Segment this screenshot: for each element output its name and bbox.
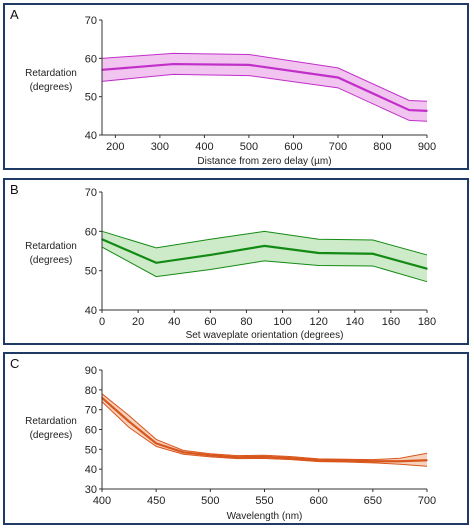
panel-label: A: [10, 7, 19, 22]
x-tick-label: 500: [240, 141, 258, 153]
x-tick-label: 700: [329, 141, 347, 153]
x-tick-label: 400: [93, 495, 111, 507]
x-axis-label: Distance from zero delay (µm): [197, 156, 331, 167]
y-tick-label: 80: [85, 385, 97, 397]
y-tick-label: 60: [85, 226, 97, 238]
x-axis-label: Wavelength (nm): [227, 511, 303, 522]
data-point: [128, 420, 130, 423]
y-tick-label: 70: [85, 405, 97, 417]
band-upper-edge: [101, 52, 428, 102]
y-tick-label: 40: [85, 305, 97, 317]
panel-label: C: [10, 356, 19, 371]
data-point: [426, 459, 428, 462]
data-point: [155, 262, 157, 264]
x-tick-label: 600: [309, 495, 327, 507]
data-point: [344, 459, 347, 462]
mean-line: [101, 396, 428, 463]
data-point: [426, 267, 428, 270]
x-tick-label: 450: [147, 495, 165, 507]
band-lower-edge: [101, 246, 428, 283]
panel-label: B: [10, 182, 19, 197]
x-tick-label: 20: [132, 316, 144, 328]
confidence-band: [102, 53, 427, 122]
x-tick-label: 60: [204, 316, 216, 328]
x-tick-label: 40: [168, 316, 180, 328]
x-tick-label: 160: [382, 316, 400, 328]
x-tick-label: 700: [418, 495, 436, 507]
band-lower-edge: [101, 73, 428, 122]
data-point: [263, 456, 266, 458]
x-tick-label: 650: [364, 495, 382, 507]
x-tick-label: 600: [284, 141, 302, 153]
panel-b: B 40 50 60 70 0 20 40 60 80 100 120 140 160 180 Set wav…: [3, 178, 469, 345]
x-tick-label: 100: [273, 316, 291, 328]
x-tick-label: 140: [346, 316, 364, 328]
panel-a: A 40 50 60 70 200 300 400 500 600 700 800 900 Distanc…: [3, 3, 469, 170]
x-axis-label: Set waveplate orientation (degrees): [186, 330, 344, 341]
data-point: [209, 454, 212, 457]
y-axis-label: Retardation: [25, 241, 77, 252]
y-tick-label: 60: [85, 425, 97, 437]
panel-c: C 30 40 50 60 70 80 90 400 450 500 550 600 650 700 Wave…: [3, 352, 469, 525]
data-point: [263, 245, 266, 247]
data-point: [172, 63, 175, 65]
band-lower-edge: [101, 401, 428, 467]
data-point: [372, 252, 374, 255]
x-tick-label: 400: [195, 141, 213, 153]
data-point: [372, 460, 374, 463]
y-tick-label: 70: [85, 15, 97, 27]
y-tick-label: 50: [85, 92, 97, 104]
x-tick-label: 200: [106, 141, 124, 153]
y-tick-label: 30: [85, 484, 97, 496]
data-point: [182, 451, 185, 454]
chart-a: A 40 50 60 70 200 300 400 500 600 700 800 900 Distanc…: [10, 7, 436, 167]
data-point: [317, 459, 320, 462]
chart-b: B 40 50 60 70 0 20 40 60 80 100 120 140 160 180 Set wav…: [10, 182, 436, 341]
band-upper-edge: [101, 393, 428, 461]
y-tick-label: 60: [85, 53, 97, 65]
y-tick-label: 50: [85, 266, 97, 278]
x-tick-label: 180: [418, 316, 436, 328]
y-tick-label: 90: [85, 365, 97, 377]
data-point: [399, 460, 401, 463]
y-tick-label: 70: [85, 187, 97, 199]
data-point: [408, 109, 410, 111]
data-point: [426, 110, 428, 112]
data-point: [290, 457, 293, 460]
y-axis-label: (degrees): [30, 430, 73, 441]
x-tick-label: 300: [151, 141, 169, 153]
y-tick-label: 40: [85, 130, 97, 142]
data-point: [209, 254, 212, 256]
y-tick-label: 50: [85, 444, 97, 456]
data-point: [155, 442, 157, 445]
x-tick-label: 900: [418, 141, 436, 153]
x-tick-label: 550: [255, 495, 273, 507]
band-upper-edge: [101, 230, 428, 256]
data-point: [248, 64, 250, 66]
y-tick-label: 40: [85, 464, 97, 476]
x-tick-label: 120: [309, 316, 327, 328]
data-point: [317, 252, 320, 254]
x-tick-label: 800: [373, 141, 391, 153]
data-point: [337, 76, 339, 79]
x-tick-label: 80: [240, 316, 252, 328]
y-axis-label: Retardation: [25, 68, 77, 79]
chart-c: C 30 40 50 60 70 80 90 400 450 500 550 600 650 700 Wave…: [10, 356, 436, 522]
y-axis-label: (degrees): [30, 82, 73, 93]
x-tick-label: 0: [99, 316, 105, 328]
y-axis-label: Retardation: [25, 416, 77, 427]
data-point: [236, 456, 239, 459]
y-axis-label: (degrees): [30, 255, 73, 266]
x-tick-label: 500: [201, 495, 219, 507]
mean-line: [101, 62, 428, 112]
